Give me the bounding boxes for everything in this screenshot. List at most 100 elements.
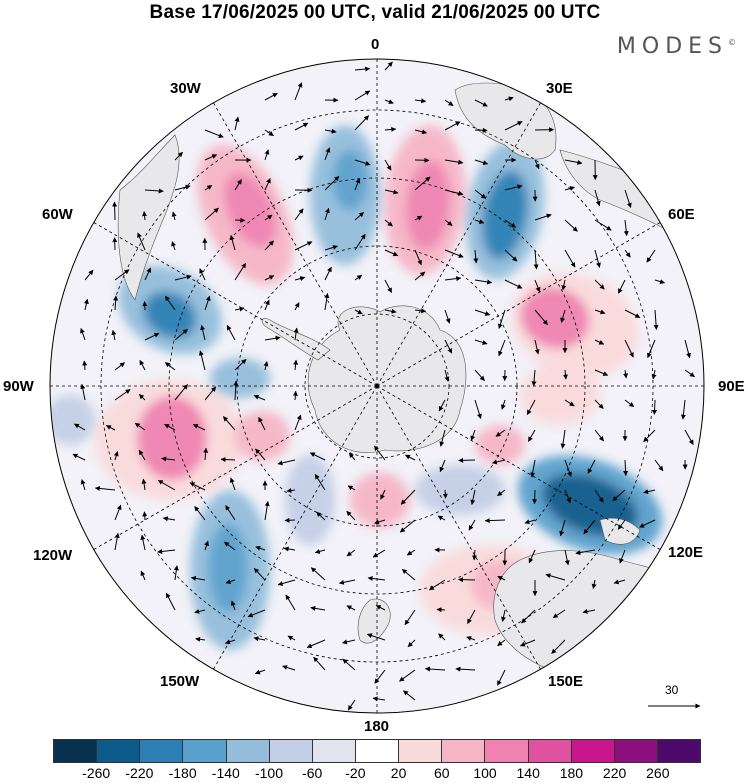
wind-vector-arrow — [165, 592, 176, 611]
wind-vector-arrow — [253, 394, 266, 401]
wind-vector-arrow — [594, 279, 605, 290]
wind-vector-arrow — [594, 489, 604, 503]
wind-vector-arrow — [189, 482, 206, 491]
colorbar-swatch — [54, 740, 98, 762]
colorbar-tick-label: -220 — [125, 765, 154, 781]
wind-vector-arrow — [414, 249, 422, 266]
colorbar-tick-label: 100 — [473, 765, 497, 781]
wind-vector-arrow — [545, 573, 566, 581]
wind-vector-arrow — [484, 518, 506, 524]
wind-vector-arrow — [294, 155, 304, 161]
wind-vector-arrow — [526, 399, 536, 416]
wind-vector-arrow — [144, 332, 160, 341]
wind-vector-arrow — [277, 459, 296, 466]
wind-vector-arrow — [138, 449, 146, 461]
wind-vector-arrow — [264, 177, 271, 191]
wind-vector-arrow — [372, 549, 386, 558]
wind-vector-arrow — [83, 298, 89, 311]
wind-vector-arrow — [286, 488, 296, 493]
wind-vector-arrow — [174, 151, 183, 161]
wind-vector-arrow — [474, 279, 493, 285]
wind-vector-arrow — [324, 266, 332, 281]
lon-label-30e: 30E — [546, 80, 573, 97]
wind-vector-arrow — [366, 633, 386, 641]
wind-vector-arrow — [80, 383, 86, 401]
colorbar-swatch — [140, 740, 184, 762]
wind-vector-arrow — [528, 549, 536, 564]
colorbar-swatch — [269, 740, 313, 762]
wind-vector-arrow — [222, 416, 236, 431]
wind-vector-arrow — [444, 339, 453, 354]
colorbar-tick-label: -20 — [345, 765, 366, 781]
wind-vector-arrow — [444, 219, 453, 226]
wind-vector-arrow — [294, 276, 306, 281]
colorbar-tick-label: -260 — [82, 765, 111, 781]
wind-vector-arrow — [467, 609, 476, 624]
colorbar-swatch — [97, 740, 141, 762]
wind-vector-arrow — [80, 479, 86, 491]
wind-vector-arrow — [138, 394, 146, 401]
wind-vector-arrow — [594, 309, 606, 315]
wind-vector-arrow — [474, 399, 482, 419]
wind-vector-arrow — [294, 82, 303, 101]
wind-vector-arrow — [137, 232, 146, 251]
wind-vector-arrow — [354, 66, 371, 72]
wind-vector-arrow — [647, 339, 656, 359]
wind-vector-arrow — [113, 451, 119, 461]
wind-vector-arrow — [287, 635, 296, 641]
wind-vector-arrow — [264, 149, 270, 161]
wind-vector-arrow — [264, 299, 270, 311]
wind-vector-arrow — [531, 369, 537, 387]
wind-vector-arrow — [314, 474, 326, 491]
wind-vector-arrow — [455, 666, 476, 672]
wind-vector-arrow — [313, 656, 326, 671]
meridian-line — [93, 222, 378, 387]
wind-vector-arrow — [253, 636, 266, 642]
meridian-line — [213, 102, 378, 387]
wind-vector-arrow — [617, 519, 626, 530]
wind-vector-arrow — [306, 639, 326, 649]
reference-vector-label: 30 — [665, 683, 679, 697]
wind-vector-arrow — [263, 361, 269, 371]
wind-vector-arrow — [292, 390, 298, 401]
wind-vector-arrow — [559, 519, 566, 537]
wind-vector-arrow — [404, 454, 416, 461]
anomaly-blob — [350, 472, 410, 528]
wind-vector-arrow — [497, 639, 506, 647]
colorbar-swatch — [312, 740, 356, 762]
lon-label-150e: 150E — [548, 673, 584, 690]
lon-label-120w: 120W — [33, 547, 73, 564]
wind-vector-arrow — [524, 519, 536, 525]
wind-vector-arrow — [384, 308, 397, 314]
wind-vector-arrow — [203, 447, 209, 461]
lon-label-30w: 30W — [170, 80, 201, 97]
wind-vector-arrow — [474, 309, 491, 316]
wind-vector-arrow — [474, 159, 489, 165]
wind-vector-arrow — [347, 699, 356, 711]
wind-vector-arrow — [533, 249, 539, 270]
wind-vector-arrow — [112, 201, 118, 221]
wind-vector-arrow — [384, 219, 393, 227]
wind-vector-arrow — [583, 519, 596, 535]
wind-vector-arrow — [347, 485, 356, 491]
wind-vector-arrow — [253, 567, 266, 581]
wind-vector-arrow — [277, 579, 296, 586]
wind-vector-arrow — [594, 369, 609, 376]
wind-vector-arrow — [367, 575, 386, 581]
colorbar-ticks: -260 -220 -180 -140 -100 -60 -20 20 60 100 140 180 2… — [53, 765, 701, 783]
wind-vector-arrow — [157, 549, 176, 554]
wind-vector-arrow — [204, 386, 217, 401]
wind-vector-arrow — [532, 489, 538, 505]
wind-vector-arrow — [399, 669, 416, 682]
wind-vector-arrow — [264, 214, 273, 221]
wind-vector-arrow — [437, 515, 446, 521]
wind-vector-arrow — [384, 249, 399, 257]
meridian-line — [376, 385, 661, 550]
wind-vector-arrow — [338, 579, 356, 585]
meridian-line — [376, 102, 541, 387]
wind-vector-arrow — [472, 549, 478, 561]
wind-vector-arrow — [424, 666, 446, 672]
wind-vector-arrow — [534, 279, 541, 293]
anomaly-blob — [520, 365, 600, 425]
wind-vector-arrow — [652, 399, 658, 415]
